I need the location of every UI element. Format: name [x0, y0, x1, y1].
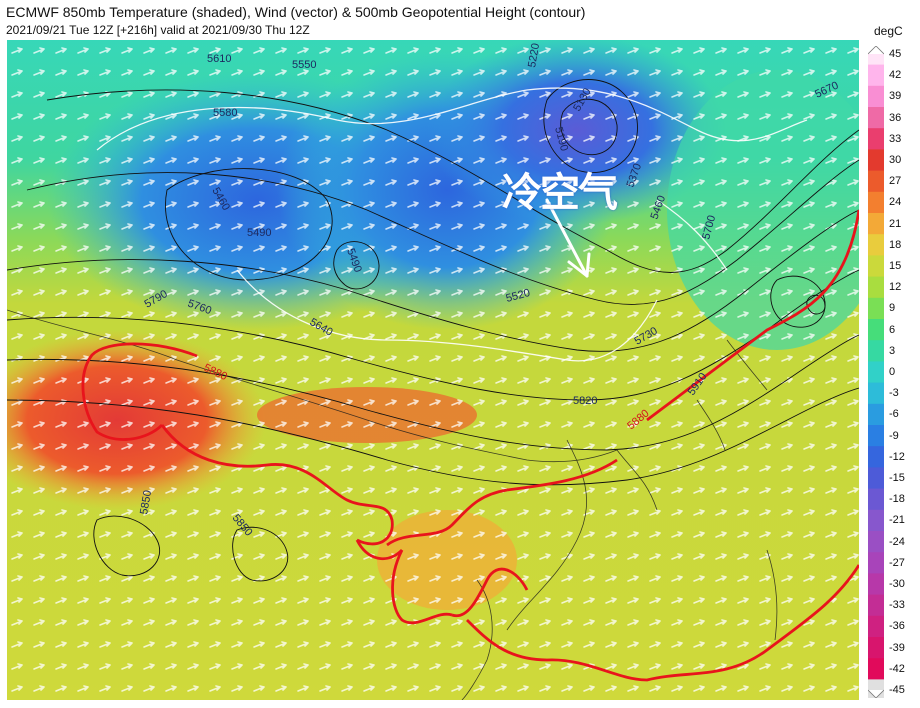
weather-map: 5610 5550 5580 5220 5130 5190 5460 5490 …: [7, 40, 859, 700]
colorbar-tick-label: 33: [889, 132, 902, 145]
colorbar-tick-label: 6: [889, 323, 896, 336]
colorbar-tick-label: 3: [889, 344, 896, 357]
colorbar-segment: [868, 509, 884, 532]
contour-label: 5220: [526, 42, 542, 68]
colorbar-segment: [868, 276, 884, 299]
colorbar-segment: [868, 234, 884, 256]
colorbar-tick-label: -30: [889, 578, 905, 590]
colorbar-tick-label: 39: [889, 90, 902, 103]
colorbar-segment: [868, 637, 884, 659]
colorbar-segment: [868, 552, 884, 574]
colorbar-tick-label: 24: [889, 196, 902, 209]
colorbar-tick-label: 30: [889, 154, 902, 166]
colorbar-bottom-arrow: [868, 689, 884, 698]
colorbar-segment: [868, 255, 884, 278]
colorbar-tick-label: -45: [889, 684, 905, 696]
colorbar-tick-label: 36: [889, 111, 902, 124]
colorbar-tick-label: -18: [889, 493, 905, 506]
colorbar-tick-label: 0: [889, 366, 896, 378]
colorbar-segment: [868, 425, 884, 447]
colorbar-segment: [868, 170, 884, 193]
colorbar-tick-label: -3: [889, 387, 899, 400]
colorbar-segment: [868, 382, 884, 405]
colorbar-segment: [868, 297, 884, 320]
contour-label: 5490: [247, 227, 271, 239]
wind-vectors: [7, 40, 859, 700]
contour-label: 5820: [573, 395, 597, 407]
contour-label: 5610: [207, 53, 231, 65]
colorbar-segment: [868, 446, 884, 468]
chart-title: ECMWF 850mb Temperature (shaded), Wind (…: [6, 4, 586, 20]
height-contours: [7, 79, 859, 582]
colorbar-tick-label: 27: [889, 175, 902, 188]
colorbar-tick-label: -27: [889, 556, 905, 569]
colorbar-tick-label: -9: [889, 429, 899, 442]
colorbar-segment: [868, 573, 884, 596]
colorbar-segment: [868, 403, 884, 426]
colorbar-segment: [868, 531, 884, 553]
contour-label: 5580: [213, 107, 237, 119]
colorbar-tick-label: -15: [889, 472, 905, 484]
isotherm-0c: [96, 87, 808, 362]
colorbar-tick-label: 18: [889, 238, 902, 251]
colorbar-tick-label: -21: [889, 514, 905, 527]
coastlines: [7, 309, 778, 700]
colorbar-segment: [868, 615, 884, 638]
contour-label: 5850: [138, 489, 154, 515]
colorbar-segment: [868, 64, 884, 87]
contour-label: 5550: [292, 59, 316, 71]
colorbar-tick-label: 21: [889, 217, 902, 230]
colorbar-segment: [868, 128, 884, 150]
colorbar-tick-label: 42: [889, 69, 902, 82]
colorbar-segment: [868, 467, 884, 490]
colorbar-segment: [868, 149, 884, 172]
colorbar-tick-label: -36: [889, 620, 905, 633]
colorbar-segment: [868, 488, 884, 511]
colorbar-tick-label: 12: [889, 281, 902, 294]
colorbar-segment: [868, 361, 884, 384]
colorbar-units: degC: [874, 24, 903, 38]
colorbar: [868, 46, 884, 698]
colorbar-labels: 45 42 39 36 33 30 27 24 21 18 15 12 9 6 3 0 -3 -6 -9 -12 -15…: [889, 46, 919, 698]
colorbar-segment: [868, 319, 884, 341]
colorbar-tick-label: -39: [889, 641, 905, 654]
colorbar-segment: [868, 85, 884, 108]
colorbar-tick-label: 45: [889, 48, 902, 60]
colorbar-tick-label: -12: [889, 450, 905, 463]
cold-air-annotation: 冷空气: [502, 170, 618, 216]
colorbar-tick-label: -33: [889, 599, 905, 612]
colorbar-segment: [868, 594, 884, 617]
cold-air-arrow: [545, 198, 591, 278]
colorbar-segment: [868, 658, 884, 680]
colorbar-segment: [868, 107, 884, 129]
colorbar-tick-label: 9: [889, 302, 896, 315]
colorbar-tick-label: -24: [889, 535, 905, 548]
chart-subtitle: 2021/09/21 Tue 12Z [+216h] valid at 2021…: [6, 23, 310, 37]
colorbar-tick-label: -42: [889, 662, 905, 675]
colorbar-top-arrow: [868, 46, 884, 55]
colorbar-tick-label: 15: [889, 260, 902, 272]
colorbar-segment: [868, 191, 884, 214]
subtropical-high-5880-line: [81, 209, 859, 682]
colorbar-segment: [868, 340, 884, 362]
colorbar-tick-label: -6: [889, 408, 899, 421]
colorbar-segment: [868, 213, 884, 235]
